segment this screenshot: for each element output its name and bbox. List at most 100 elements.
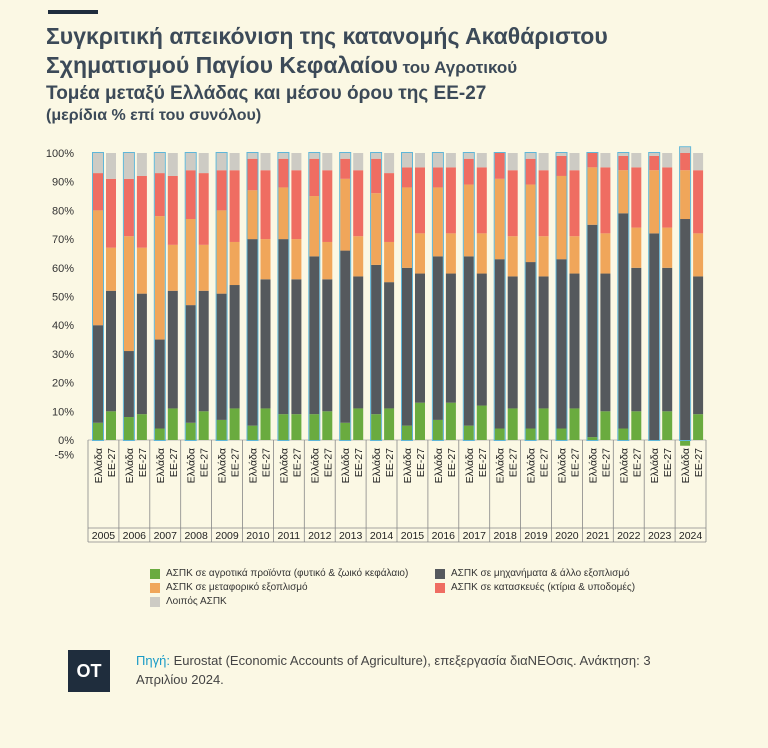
y-tick-label: 20% bbox=[52, 378, 74, 390]
bar-segment bbox=[371, 193, 382, 265]
bar-segment bbox=[136, 293, 147, 415]
bar-segment bbox=[432, 153, 443, 168]
bar-category-label: Ελλάδα bbox=[495, 448, 507, 483]
bar-segment bbox=[402, 425, 412, 440]
bar-segment bbox=[507, 276, 518, 409]
bar-segment bbox=[402, 187, 412, 268]
bar-segment bbox=[587, 224, 598, 438]
bar-segment bbox=[123, 153, 134, 179]
bar-outline bbox=[277, 152, 290, 441]
bar-segment bbox=[415, 153, 425, 168]
bar-segment bbox=[415, 233, 425, 274]
bar-segment bbox=[198, 153, 209, 174]
title-line-2: Σχηματισμού Παγίου Κεφαλαίου του Αγροτικ… bbox=[46, 51, 756, 82]
bar-outline bbox=[431, 152, 444, 441]
bar-segment bbox=[309, 196, 320, 257]
bar-category-label: Ελλάδα bbox=[217, 448, 229, 483]
bar-segment bbox=[631, 153, 642, 168]
bar-segment bbox=[525, 184, 536, 263]
source-note: Πηγή: Eurostat (Economic Accounts of Agr… bbox=[136, 651, 696, 689]
bar-outline bbox=[493, 152, 506, 441]
bar-segment bbox=[649, 170, 660, 234]
bar-category-label: ΕΕ-27 bbox=[415, 448, 427, 477]
bar-segment bbox=[494, 428, 505, 440]
bar-segment bbox=[415, 273, 425, 403]
legend-item: ΑΣΠΚ σε μεταφορικό εξοπλισμό bbox=[150, 582, 308, 593]
bar-category-label: ΕΕ-27 bbox=[539, 448, 551, 477]
bar-segment bbox=[291, 414, 302, 440]
bar-segment bbox=[693, 414, 704, 440]
year-label: 2010 bbox=[246, 530, 270, 542]
bar-category-label: ΕΕ-27 bbox=[508, 448, 520, 477]
bar-segment bbox=[309, 158, 320, 197]
bar-category-label: ΕΕ-27 bbox=[446, 448, 458, 477]
bar-segment bbox=[106, 290, 116, 412]
year-label: 2014 bbox=[370, 530, 394, 542]
bar-segment bbox=[463, 153, 474, 159]
bar-segment bbox=[340, 422, 351, 440]
bar-segment bbox=[662, 153, 673, 168]
bar-segment bbox=[507, 153, 518, 171]
bar-segment bbox=[693, 233, 704, 277]
bar-segment bbox=[371, 264, 382, 415]
legend-swatch bbox=[150, 568, 160, 579]
bar-segment bbox=[216, 170, 227, 211]
bar-segment bbox=[229, 285, 240, 409]
year-label: 2011 bbox=[278, 530, 301, 542]
bar-segment bbox=[587, 437, 598, 440]
bar-segment bbox=[463, 184, 474, 257]
bar-segment bbox=[260, 279, 271, 409]
bar-segment bbox=[693, 153, 704, 171]
bar-segment bbox=[260, 170, 271, 240]
bar-segment bbox=[600, 167, 611, 234]
bar-category-label: Ελλάδα bbox=[309, 448, 321, 483]
bar-segment bbox=[556, 259, 567, 429]
y-tick-label: 100% bbox=[46, 148, 74, 160]
bar-segment bbox=[432, 167, 443, 188]
y-tick-label: 70% bbox=[52, 234, 74, 246]
bar-category-label: Ελλάδα bbox=[248, 448, 260, 483]
year-label: 2008 bbox=[184, 530, 208, 542]
bar-category-label: ΕΕ-27 bbox=[168, 448, 180, 477]
bar-segment bbox=[476, 405, 487, 440]
bar-segment bbox=[136, 175, 147, 248]
bar-category-label: ΕΕ-27 bbox=[106, 448, 118, 477]
bar-segment bbox=[463, 425, 474, 440]
bar-segment bbox=[291, 279, 302, 415]
bar-outline bbox=[401, 152, 413, 441]
bar-segment bbox=[247, 153, 258, 159]
year-label: 2023 bbox=[648, 530, 672, 542]
source-label: Πηγή: bbox=[136, 653, 170, 668]
stacked-bar-chart: 100% 90% 80% 70% 60% 50% 40% 30% 20% 10% 0% -5% Ελλά… bbox=[46, 146, 707, 543]
bar-category-label: Ελλάδα bbox=[93, 448, 105, 483]
bar-segment bbox=[229, 170, 240, 242]
bar-segment bbox=[154, 216, 165, 340]
bar-segment bbox=[538, 153, 549, 171]
bar-segment bbox=[415, 402, 425, 440]
y-tick-label: 90% bbox=[52, 177, 74, 189]
bar-segment bbox=[556, 428, 567, 440]
year-label: 2024 bbox=[679, 530, 703, 542]
bar-segment bbox=[93, 325, 103, 423]
y-tick-label: 30% bbox=[52, 349, 74, 361]
bar-segment bbox=[507, 170, 518, 237]
bar-category-label: Ελλάδα bbox=[587, 448, 599, 483]
bar-segment bbox=[538, 276, 549, 409]
bar-outline bbox=[184, 152, 197, 441]
bar-segment bbox=[322, 170, 333, 242]
bar-category-label: Ελλάδα bbox=[186, 448, 198, 483]
bar-segment bbox=[198, 244, 209, 291]
chart-unit: (μερίδια % επί του συνόλου) bbox=[46, 107, 262, 124]
bar-segment bbox=[260, 153, 271, 171]
bar-segment bbox=[123, 351, 134, 418]
bar-category-label: Ελλάδα bbox=[371, 448, 383, 483]
bar-segment bbox=[353, 236, 364, 277]
bar-segment bbox=[106, 247, 116, 291]
year-label: 2022 bbox=[617, 530, 641, 542]
legend-swatch bbox=[150, 582, 160, 593]
bar-segment bbox=[618, 170, 629, 214]
bar-segment bbox=[353, 276, 364, 409]
bar-segment bbox=[309, 414, 320, 440]
bar-outline bbox=[617, 152, 630, 441]
bar-segment bbox=[600, 273, 611, 412]
